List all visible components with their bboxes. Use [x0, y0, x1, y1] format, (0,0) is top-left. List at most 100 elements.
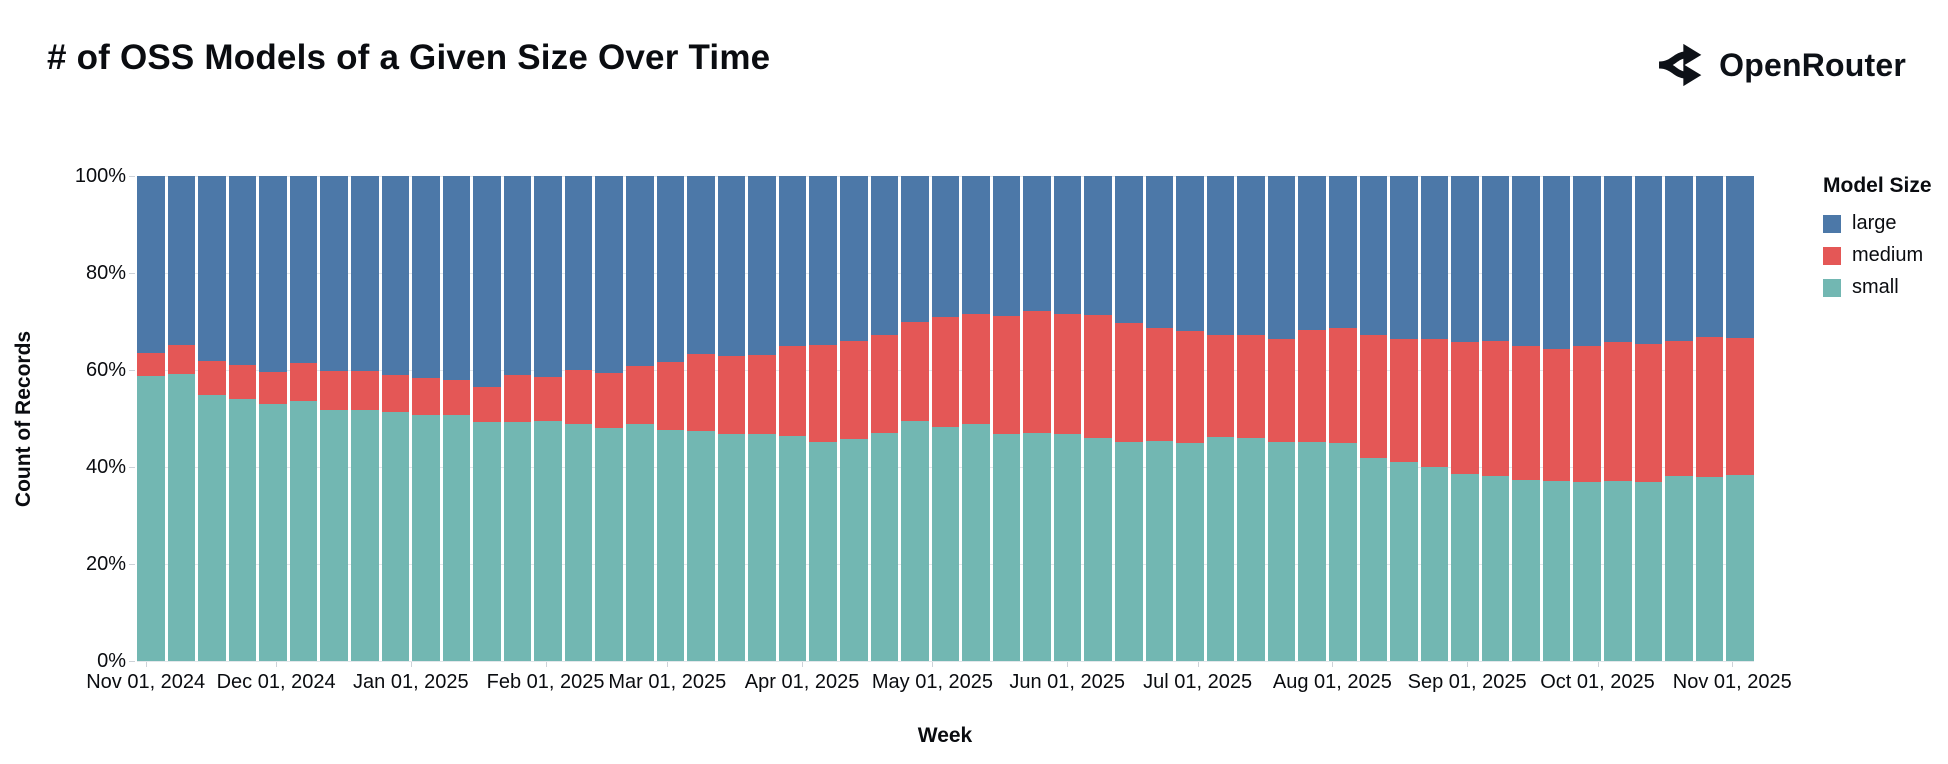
bar-segment-small[interactable]: [1695, 477, 1724, 661]
bar-segment-small[interactable]: [381, 412, 410, 661]
bar-segment-large[interactable]: [1634, 176, 1663, 345]
bar-segment-small[interactable]: [1328, 443, 1357, 661]
bar-segment-medium[interactable]: [839, 340, 868, 440]
bar-segment-large[interactable]: [656, 176, 685, 363]
bar-segment-large[interactable]: [167, 176, 196, 345]
bar-segment-medium[interactable]: [626, 366, 654, 425]
bar-segment-medium[interactable]: [717, 355, 746, 434]
bar-segment-medium[interactable]: [228, 365, 257, 400]
bar-segment-large[interactable]: [320, 176, 348, 372]
bar-segment-large[interactable]: [870, 176, 899, 336]
bar-segment-large[interactable]: [137, 176, 165, 353]
bar-segment-medium[interactable]: [534, 377, 562, 422]
bar-segment-small[interactable]: [778, 436, 807, 661]
bar-segment-medium[interactable]: [442, 380, 471, 415]
bar-segment-large[interactable]: [1359, 176, 1388, 336]
bar-segment-small[interactable]: [717, 434, 746, 661]
bar-segment-small[interactable]: [626, 424, 654, 661]
bar-segment-large[interactable]: [1573, 176, 1601, 346]
bar-week-2025-04-06[interactable]: [839, 176, 868, 661]
bar-segment-large[interactable]: [1481, 176, 1510, 342]
bar-segment-large[interactable]: [503, 176, 532, 375]
bar-segment-medium[interactable]: [595, 372, 623, 428]
bar-week-2025-08-24[interactable]: [1451, 176, 1479, 661]
bar-week-2024-10-27[interactable]: [137, 176, 165, 661]
bar-week-2025-05-04[interactable]: [962, 176, 990, 661]
bar-segment-small[interactable]: [228, 399, 257, 661]
bar-week-2025-08-31[interactable]: [1481, 176, 1510, 661]
bar-week-2025-10-12[interactable]: [1665, 176, 1693, 661]
bar-segment-large[interactable]: [1053, 176, 1082, 315]
bar-week-2025-03-09[interactable]: [717, 176, 746, 661]
bar-segment-small[interactable]: [1512, 479, 1540, 661]
bar-week-2025-07-27[interactable]: [1328, 176, 1357, 661]
bar-segment-small[interactable]: [289, 400, 318, 661]
bar-segment-small[interactable]: [656, 429, 685, 661]
bar-week-2025-10-05[interactable]: [1634, 176, 1663, 661]
bar-week-2025-09-21[interactable]: [1573, 176, 1601, 661]
bar-segment-large[interactable]: [442, 176, 471, 381]
bar-segment-large[interactable]: [1512, 176, 1540, 346]
bar-segment-small[interactable]: [1359, 457, 1388, 661]
bar-segment-large[interactable]: [717, 176, 746, 356]
bar-week-2025-02-23[interactable]: [656, 176, 685, 661]
bar-segment-medium[interactable]: [1451, 341, 1479, 474]
bar-segment-medium[interactable]: [1695, 336, 1724, 478]
bar-segment-medium[interactable]: [564, 370, 593, 425]
legend-item-small[interactable]: small: [1823, 276, 1932, 299]
bar-week-2025-05-18[interactable]: [1023, 176, 1051, 661]
bar-segment-small[interactable]: [1542, 480, 1571, 661]
bar-segment-small[interactable]: [1390, 462, 1418, 661]
bar-segment-medium[interactable]: [381, 375, 410, 413]
bar-segment-small[interactable]: [748, 434, 776, 661]
bar-segment-large[interactable]: [259, 176, 287, 372]
bar-segment-large[interactable]: [1176, 176, 1204, 331]
bar-segment-medium[interactable]: [1298, 329, 1326, 442]
bar-week-2025-02-09[interactable]: [595, 176, 623, 661]
bar-week-2025-09-28[interactable]: [1604, 176, 1632, 661]
bar-segment-medium[interactable]: [1420, 338, 1449, 468]
bar-week-2025-05-25[interactable]: [1053, 176, 1082, 661]
bar-segment-medium[interactable]: [289, 362, 318, 401]
bar-segment-large[interactable]: [412, 176, 440, 378]
bar-segment-small[interactable]: [1084, 438, 1112, 661]
bar-segment-large[interactable]: [1695, 176, 1724, 337]
bar-segment-small[interactable]: [1176, 442, 1204, 661]
bar-segment-medium[interactable]: [1542, 348, 1571, 481]
bar-segment-small[interactable]: [931, 426, 960, 661]
bar-segment-medium[interactable]: [1206, 335, 1235, 438]
bar-segment-large[interactable]: [962, 176, 990, 314]
bar-segment-small[interactable]: [1206, 437, 1235, 661]
bar-segment-medium[interactable]: [350, 370, 379, 410]
bar-segment-small[interactable]: [962, 423, 990, 661]
bar-week-2025-10-26[interactable]: [1726, 176, 1754, 661]
bar-week-2025-03-02[interactable]: [687, 176, 715, 661]
bar-segment-medium[interactable]: [992, 316, 1021, 434]
bar-week-2024-11-03[interactable]: [167, 176, 196, 661]
bar-segment-medium[interactable]: [901, 321, 929, 422]
bar-segment-large[interactable]: [1237, 176, 1265, 335]
bar-segment-large[interactable]: [992, 176, 1021, 317]
bar-segment-large[interactable]: [1023, 176, 1051, 312]
bar-segment-small[interactable]: [1023, 432, 1051, 661]
bar-segment-small[interactable]: [687, 431, 715, 661]
bar-segment-medium[interactable]: [1023, 311, 1051, 433]
bar-segment-large[interactable]: [901, 176, 929, 322]
bar-segment-medium[interactable]: [198, 361, 226, 396]
bar-segment-medium[interactable]: [1237, 334, 1265, 438]
bar-segment-small[interactable]: [473, 422, 501, 661]
bar-segment-small[interactable]: [1420, 467, 1449, 661]
bar-segment-medium[interactable]: [412, 377, 440, 415]
bar-segment-large[interactable]: [534, 176, 562, 378]
bar-segment-small[interactable]: [1237, 437, 1265, 661]
bar-segment-large[interactable]: [198, 176, 226, 362]
bar-segment-small[interactable]: [198, 395, 226, 661]
bar-week-2025-05-11[interactable]: [992, 176, 1021, 661]
bar-segment-large[interactable]: [1206, 176, 1235, 336]
bar-segment-medium[interactable]: [503, 374, 532, 423]
bar-week-2024-12-22[interactable]: [381, 176, 410, 661]
bar-week-2025-08-10[interactable]: [1390, 176, 1418, 661]
bar-segment-large[interactable]: [1115, 176, 1143, 324]
bar-segment-small[interactable]: [1115, 442, 1143, 661]
bar-segment-small[interactable]: [839, 439, 868, 661]
